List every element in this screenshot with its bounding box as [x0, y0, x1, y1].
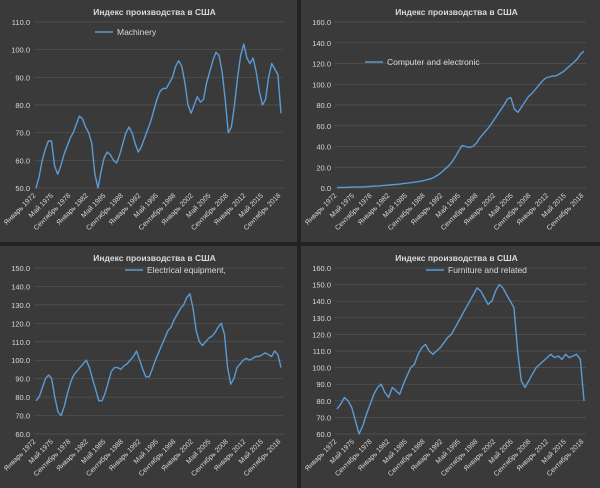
- chart-panel-4: Индекс производства в США 60.0 70.0 80.0 90.…: [301, 246, 600, 488]
- y-tick-label: 110.0: [12, 338, 30, 347]
- y-tick-label: 60.0: [316, 122, 331, 131]
- y-tick-label: 110.0: [12, 18, 30, 27]
- y-tick-label: 120.0: [312, 60, 331, 69]
- y-tick-label: 90.0: [15, 73, 30, 82]
- y-tick-label: 80.0: [15, 101, 30, 110]
- y-tick-label: 80.0: [316, 397, 331, 406]
- legend-label: Electrical equipment,: [147, 265, 226, 275]
- y-tick-label: 160.0: [312, 18, 331, 27]
- chart-svg: Индекс производства в США 0.0 20.0 40.0 60.0…: [304, 7, 586, 232]
- y-tick-label: 0.0: [321, 184, 331, 193]
- y-tick-label: 160.0: [312, 264, 331, 273]
- y-tick-label: 130.0: [312, 314, 331, 323]
- y-tick-label: 80.0: [316, 101, 331, 110]
- legend-label: Machinery: [117, 27, 157, 37]
- y-tick-label: 50.0: [15, 184, 30, 193]
- y-tick-label: 90.0: [15, 375, 30, 384]
- series-line: [35, 43, 282, 189]
- y-tick-label: 70.0: [15, 129, 30, 138]
- chart-panel-1: Индекс производства в США 50.0 60.0 70.0 80.…: [0, 0, 297, 242]
- chart-panel-2: Индекс производства в США 0.0 20.0 40.0 60.0…: [301, 0, 600, 242]
- y-tick-label: 40.0: [316, 143, 331, 152]
- series-line: [35, 293, 282, 417]
- y-tick-label: 130.0: [11, 301, 30, 310]
- y-tick-label: 90.0: [316, 380, 331, 389]
- chart-svg: Индекс производства в США 60.0 70.0 80.0 90.…: [3, 253, 283, 478]
- chart-panel-3: Индекс производства в США 60.0 70.0 80.0 90.…: [0, 246, 297, 488]
- y-tick-label: 150.0: [11, 264, 30, 273]
- y-tick-label: 70.0: [15, 412, 30, 421]
- y-tick-label: 110.0: [313, 347, 331, 356]
- y-tick-label: 100.0: [11, 46, 30, 55]
- y-tick-label: 100.0: [11, 356, 30, 365]
- y-tick-label: 80.0: [15, 393, 30, 402]
- legend-label: Furniture and related: [448, 265, 527, 275]
- y-tick-label: 60.0: [15, 430, 30, 439]
- y-tick-label: 60.0: [316, 430, 331, 439]
- chart-title: Индекс производства в США: [93, 7, 216, 17]
- series-line: [336, 283, 585, 435]
- y-tick-label: 150.0: [312, 281, 331, 290]
- y-tick-label: 120.0: [312, 330, 331, 339]
- y-tick-label: 100.0: [312, 364, 331, 373]
- y-tick-label: 120.0: [11, 319, 30, 328]
- y-tick-label: 140.0: [312, 39, 331, 48]
- legend-label: Computer and electronic: [387, 57, 480, 67]
- series-line: [337, 50, 585, 189]
- y-tick-label: 140.0: [312, 297, 331, 306]
- chart-title: Индекс производства в США: [93, 253, 216, 263]
- y-tick-label: 140.0: [11, 282, 30, 291]
- y-tick-label: 60.0: [15, 156, 30, 165]
- chart-svg: Индекс производства в США 60.0 70.0 80.0 90.…: [304, 253, 586, 478]
- chart-svg: Индекс производства в США 50.0 60.0 70.0 80.…: [3, 7, 283, 232]
- y-tick-label: 20.0: [316, 163, 331, 172]
- y-tick-label: 70.0: [316, 413, 331, 422]
- y-tick-label: 100.0: [312, 80, 331, 89]
- chart-title: Индекс производства в США: [395, 7, 518, 17]
- chart-title: Индекс производства в США: [395, 253, 518, 263]
